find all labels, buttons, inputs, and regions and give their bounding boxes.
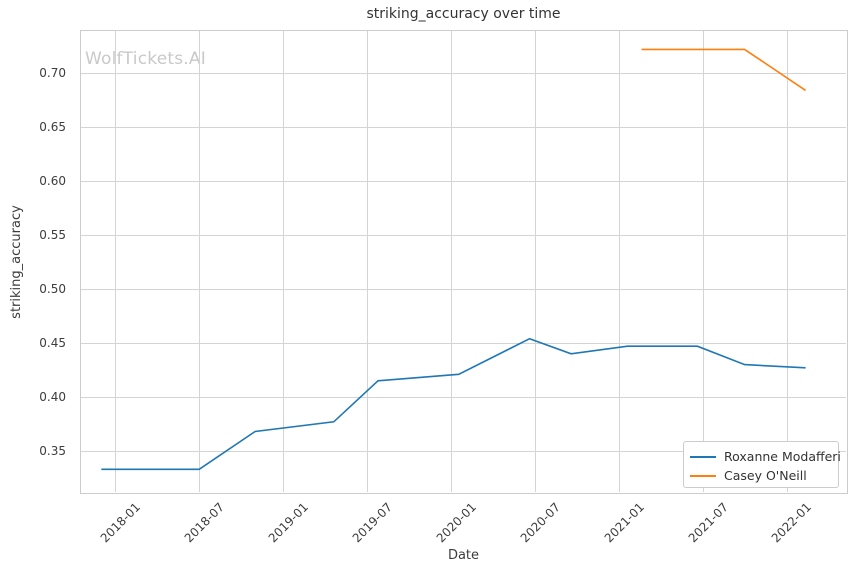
chart-title: striking_accuracy over time	[366, 6, 561, 22]
legend-label: Casey O'Neill	[724, 468, 807, 483]
legend: Roxanne Modafferi Casey O'Neill	[683, 441, 841, 488]
legend-item: Casey O'Neill	[688, 466, 832, 485]
legend-label: Roxanne Modafferi	[724, 449, 841, 464]
x-axis-label: Date	[447, 548, 480, 563]
series-line	[101, 337, 806, 471]
legend-item: Roxanne Modafferi	[688, 447, 841, 466]
plot-border	[80, 30, 848, 494]
legend-line-swatch	[690, 474, 716, 477]
legend-line-swatch	[690, 455, 716, 458]
series-line	[641, 48, 807, 92]
